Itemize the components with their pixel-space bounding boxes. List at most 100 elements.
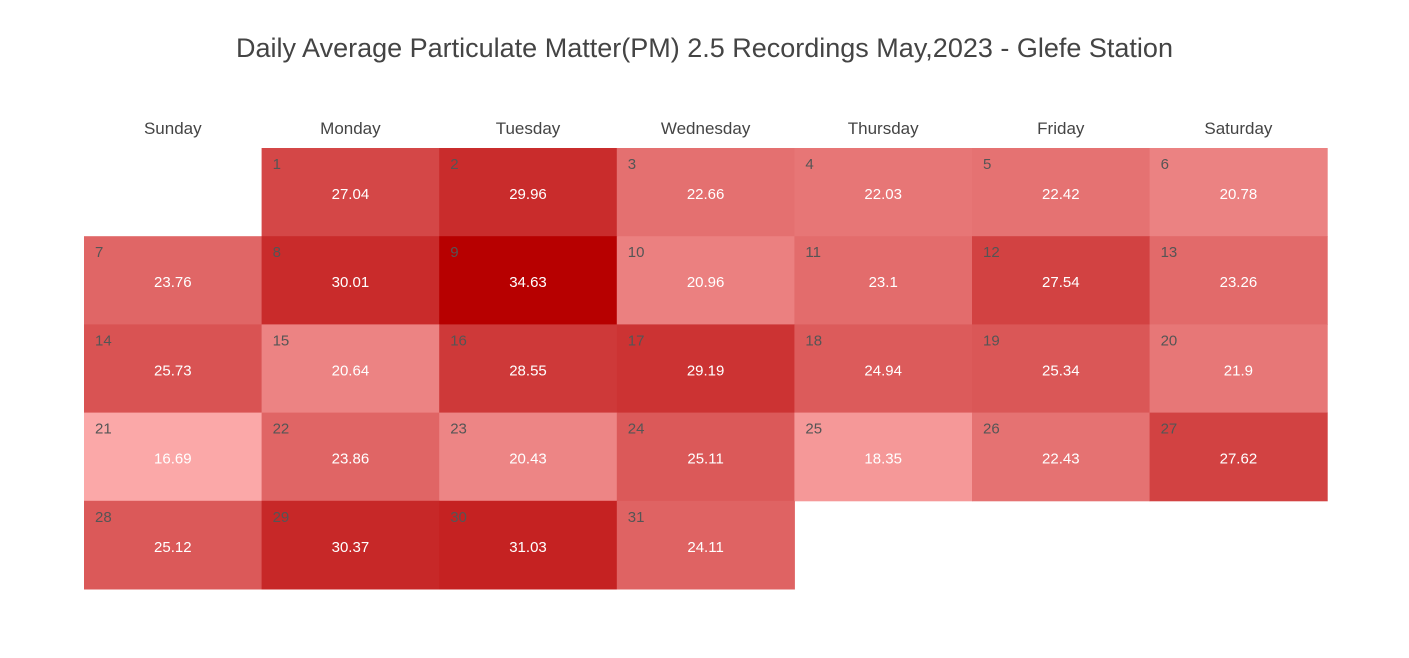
value-label: 20.64 — [332, 362, 370, 379]
day-number-label: 8 — [273, 244, 281, 261]
heatmap-cell — [439, 236, 618, 325]
day-number-label: 14 — [95, 332, 112, 349]
heatmap-cell — [261, 236, 440, 325]
heatmap-cell — [616, 236, 795, 325]
heatmap-cell — [261, 324, 440, 414]
value-label: 21.9 — [1224, 362, 1253, 379]
value-label: 29.96 — [509, 186, 547, 203]
heatmap-cell — [439, 324, 618, 414]
heatmap-cell — [1149, 324, 1328, 414]
day-number-label: 28 — [95, 509, 112, 526]
heatmap-cell — [261, 148, 440, 237]
value-label: 18.35 — [864, 451, 902, 468]
value-label: 30.37 — [332, 539, 370, 556]
value-label: 20.43 — [509, 451, 547, 468]
heatmap-cell — [972, 148, 1151, 237]
weekday-label: Monday — [320, 119, 381, 138]
day-number-label: 24 — [628, 421, 645, 438]
day-number-label: 11 — [805, 244, 821, 261]
value-label: 25.34 — [1042, 362, 1080, 379]
value-label: 25.73 — [154, 362, 192, 379]
value-label: 31.03 — [509, 539, 547, 556]
value-label: 23.26 — [1220, 274, 1258, 291]
heatmap-cell — [794, 412, 973, 502]
day-number-label: 17 — [628, 332, 645, 349]
day-number-label: 31 — [628, 509, 645, 526]
heatmap-cell — [84, 236, 263, 325]
heatmap-cell — [1149, 412, 1328, 502]
day-number-label: 19 — [983, 332, 1000, 349]
day-number-label: 13 — [1161, 244, 1178, 261]
value-label: 34.63 — [509, 274, 547, 291]
weekday-label: Tuesday — [496, 119, 561, 138]
heatmap-cell — [439, 148, 618, 237]
day-number-label: 30 — [450, 509, 467, 526]
day-number-label: 4 — [805, 156, 813, 173]
day-number-label: 6 — [1161, 156, 1169, 173]
day-number-label: 23 — [450, 421, 467, 438]
heatmap-cell — [616, 148, 795, 237]
day-number-label: 22 — [273, 421, 290, 438]
heatmap-cell — [616, 500, 795, 590]
value-label: 24.94 — [864, 362, 902, 379]
value-label: 27.54 — [1042, 274, 1080, 291]
value-label: 27.04 — [332, 186, 370, 203]
heatmap-cell — [972, 236, 1151, 325]
value-label: 25.11 — [687, 451, 723, 468]
day-number-label: 29 — [273, 509, 290, 526]
value-label: 20.78 — [1220, 186, 1258, 203]
heatmap-cell — [439, 500, 618, 590]
heatmap-cell — [84, 412, 263, 502]
value-label: 25.12 — [154, 539, 192, 556]
day-number-label: 3 — [628, 156, 636, 173]
weekday-label: Sunday — [144, 119, 202, 138]
value-label: 23.1 — [869, 274, 898, 291]
day-number-label: 2 — [450, 156, 458, 173]
heatmap-cell — [794, 148, 973, 237]
day-number-label: 5 — [983, 156, 991, 173]
value-label: 16.69 — [154, 451, 192, 468]
chart-title: Daily Average Particulate Matter(PM) 2.5… — [236, 33, 1173, 63]
value-label: 22.42 — [1042, 186, 1080, 203]
day-number-label: 27 — [1161, 421, 1178, 438]
weekday-label: Thursday — [848, 119, 919, 138]
heatmap-cell — [794, 236, 973, 325]
heatmap-cell — [84, 324, 263, 414]
value-label: 24.11 — [687, 539, 723, 556]
day-number-label: 25 — [805, 421, 822, 438]
heatmap-cell — [261, 500, 440, 590]
day-number-label: 16 — [450, 332, 467, 349]
day-number-label: 7 — [95, 244, 103, 261]
value-label: 20.96 — [687, 274, 725, 291]
day-number-label: 12 — [983, 244, 1000, 261]
heatmap-cell — [616, 412, 795, 502]
heatmap-cell — [1149, 236, 1328, 325]
value-label: 22.66 — [687, 186, 725, 203]
value-label: 23.86 — [332, 451, 370, 468]
value-label: 29.19 — [687, 362, 725, 379]
value-label: 27.62 — [1220, 451, 1258, 468]
weekday-label: Friday — [1037, 119, 1085, 138]
value-label: 22.03 — [864, 186, 902, 203]
weekday-label: Wednesday — [661, 119, 751, 138]
day-number-label: 1 — [273, 156, 281, 173]
value-label: 22.43 — [1042, 451, 1080, 468]
heatmap-cell — [261, 412, 440, 502]
day-number-label: 18 — [805, 332, 822, 349]
heatmap-cell — [84, 500, 263, 590]
heatmap-cell — [972, 412, 1151, 502]
day-number-label: 10 — [628, 244, 645, 261]
heatmap-cell — [616, 324, 795, 414]
heatmap-cell — [439, 412, 618, 502]
day-number-label: 9 — [450, 244, 458, 261]
weekday-label: Saturday — [1204, 119, 1273, 138]
heatmap-cell — [794, 324, 973, 414]
day-number-label: 20 — [1161, 332, 1178, 349]
value-label: 28.55 — [509, 362, 547, 379]
value-label: 23.76 — [154, 274, 192, 291]
heatmap-cell — [972, 324, 1151, 414]
value-label: 30.01 — [332, 274, 370, 291]
heatmap-cell — [1149, 148, 1328, 237]
day-number-label: 26 — [983, 421, 1000, 438]
